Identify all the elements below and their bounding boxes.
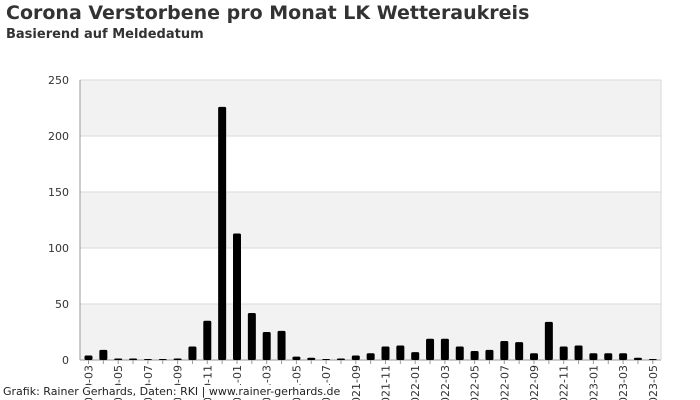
bar [114, 358, 123, 360]
bar [277, 330, 286, 360]
bar [500, 340, 509, 360]
bar [307, 357, 316, 360]
bar [604, 353, 613, 360]
bar [351, 355, 360, 360]
bar [336, 358, 345, 360]
x-tick-label: 2022-11 [558, 365, 571, 400]
grid-band [80, 80, 661, 136]
bar [292, 356, 301, 360]
bar [381, 346, 390, 360]
bar [218, 106, 227, 360]
bar [99, 349, 108, 360]
bar [322, 359, 331, 360]
y-tick-label: 200 [48, 130, 69, 143]
bar [188, 346, 197, 360]
y-tick-label: 0 [62, 354, 69, 367]
x-tick-label: 2022-03 [439, 365, 452, 400]
bar [84, 355, 93, 360]
bar [233, 233, 241, 360]
bar [396, 345, 405, 360]
bar [455, 346, 464, 360]
bar [589, 353, 598, 360]
x-tick-label: 2022-05 [469, 365, 482, 400]
bar [203, 320, 212, 360]
x-tick-label: 2023-03 [617, 365, 630, 400]
y-tick-label: 150 [48, 186, 69, 199]
x-tick-label: 2022-01 [409, 365, 422, 400]
bar [426, 338, 435, 360]
x-tick-label: 2022-09 [528, 365, 541, 400]
grid-band [80, 304, 661, 360]
bar [247, 312, 256, 360]
chart-title: Corona Verstorbene pro Monat LK Wetterau… [6, 2, 530, 24]
y-axis: 0 50 100 150 200 250 [48, 74, 81, 367]
bar [411, 352, 420, 360]
y-tick-label: 250 [48, 74, 69, 87]
grid-band [80, 192, 661, 248]
bar [530, 353, 538, 360]
bar [633, 357, 642, 360]
bar [559, 346, 568, 360]
x-tick-label: 2023-01 [587, 365, 600, 400]
chart-subtitle: Basierend auf Meldedatum [6, 27, 204, 42]
bar [129, 358, 138, 360]
bar [574, 345, 583, 360]
bar [648, 359, 657, 360]
x-tick-label: 2022-07 [498, 365, 511, 400]
bar [515, 342, 524, 360]
y-tick-label: 50 [55, 298, 69, 311]
y-tick-label: 100 [48, 242, 69, 255]
bar [262, 332, 271, 360]
bar [173, 358, 182, 360]
x-tick-label: 2021-11 [380, 365, 393, 400]
bar [158, 359, 167, 360]
data-credit: Grafik: Rainer Gerhards, Daten: RKI | ww… [3, 385, 343, 398]
x-tick-label: 2023-05 [647, 365, 660, 400]
bar [544, 321, 553, 360]
bars [84, 106, 657, 360]
bar [366, 353, 375, 360]
x-tick-label: 2021-09 [350, 365, 363, 400]
bar [485, 349, 494, 360]
bar [143, 359, 152, 360]
background-bands [80, 80, 661, 360]
bar [440, 338, 449, 360]
bar [470, 351, 479, 360]
bar [619, 353, 628, 360]
